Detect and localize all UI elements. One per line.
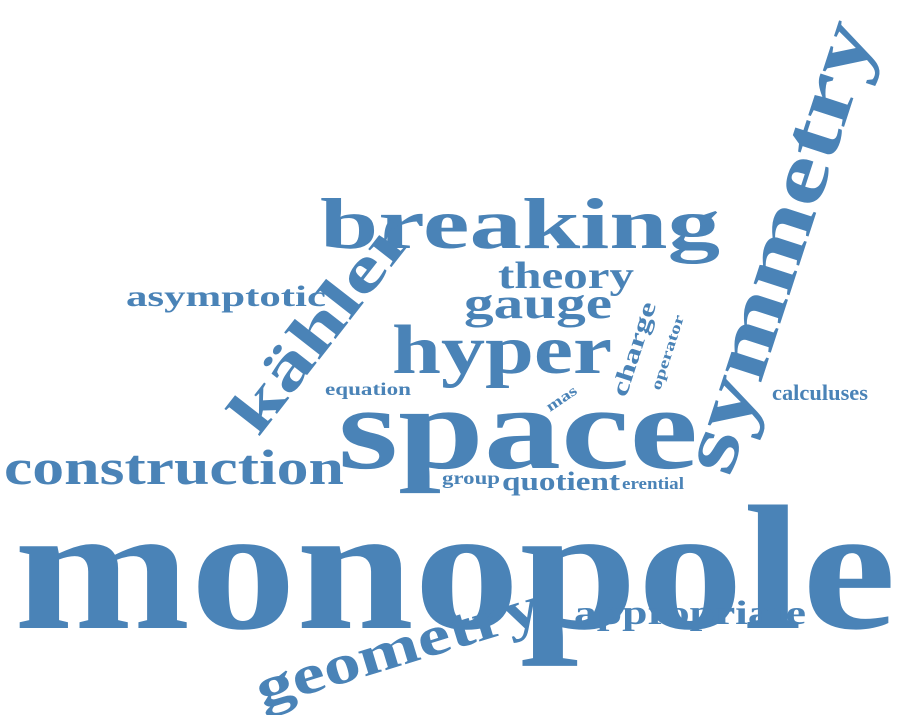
word-space: space	[338, 363, 698, 494]
word-hyper: hyper	[392, 312, 612, 389]
word-group: group	[442, 468, 500, 488]
word-asymptotic: asymptotic	[126, 280, 326, 313]
word-quotient: quotient	[502, 467, 620, 496]
word-erential: erential	[622, 474, 684, 493]
word-calculuses: calculuses	[772, 380, 868, 405]
word-theory: theory	[498, 255, 634, 297]
word-appropriate: appropriate	[574, 595, 806, 632]
word-monopole: monopole	[14, 469, 896, 667]
word-gauge: gauge	[464, 279, 612, 328]
word-equation: equation	[325, 379, 411, 399]
word-construction: construction	[4, 439, 344, 495]
word-breaking: breaking	[320, 184, 720, 264]
